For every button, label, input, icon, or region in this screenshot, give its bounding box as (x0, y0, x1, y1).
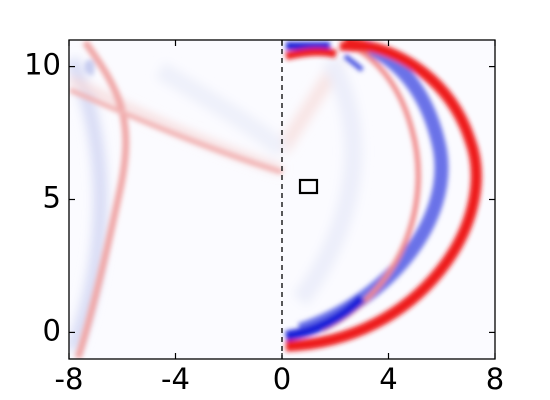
x-tick-label: -4 (161, 362, 190, 396)
y-tick-label: 0 (43, 313, 61, 347)
x-tick-label: -8 (55, 362, 84, 396)
y-tick-label: 10 (24, 48, 61, 82)
x-tick-label: 8 (486, 362, 504, 396)
field (69, 40, 495, 359)
box-marker (298, 178, 319, 195)
axes: -8 -4 0 4 8 0 5 10 (24, 40, 504, 396)
x-tick-label: 0 (273, 362, 291, 396)
y-tick-label: 5 (43, 181, 61, 215)
x-tick-label: 4 (379, 362, 397, 396)
